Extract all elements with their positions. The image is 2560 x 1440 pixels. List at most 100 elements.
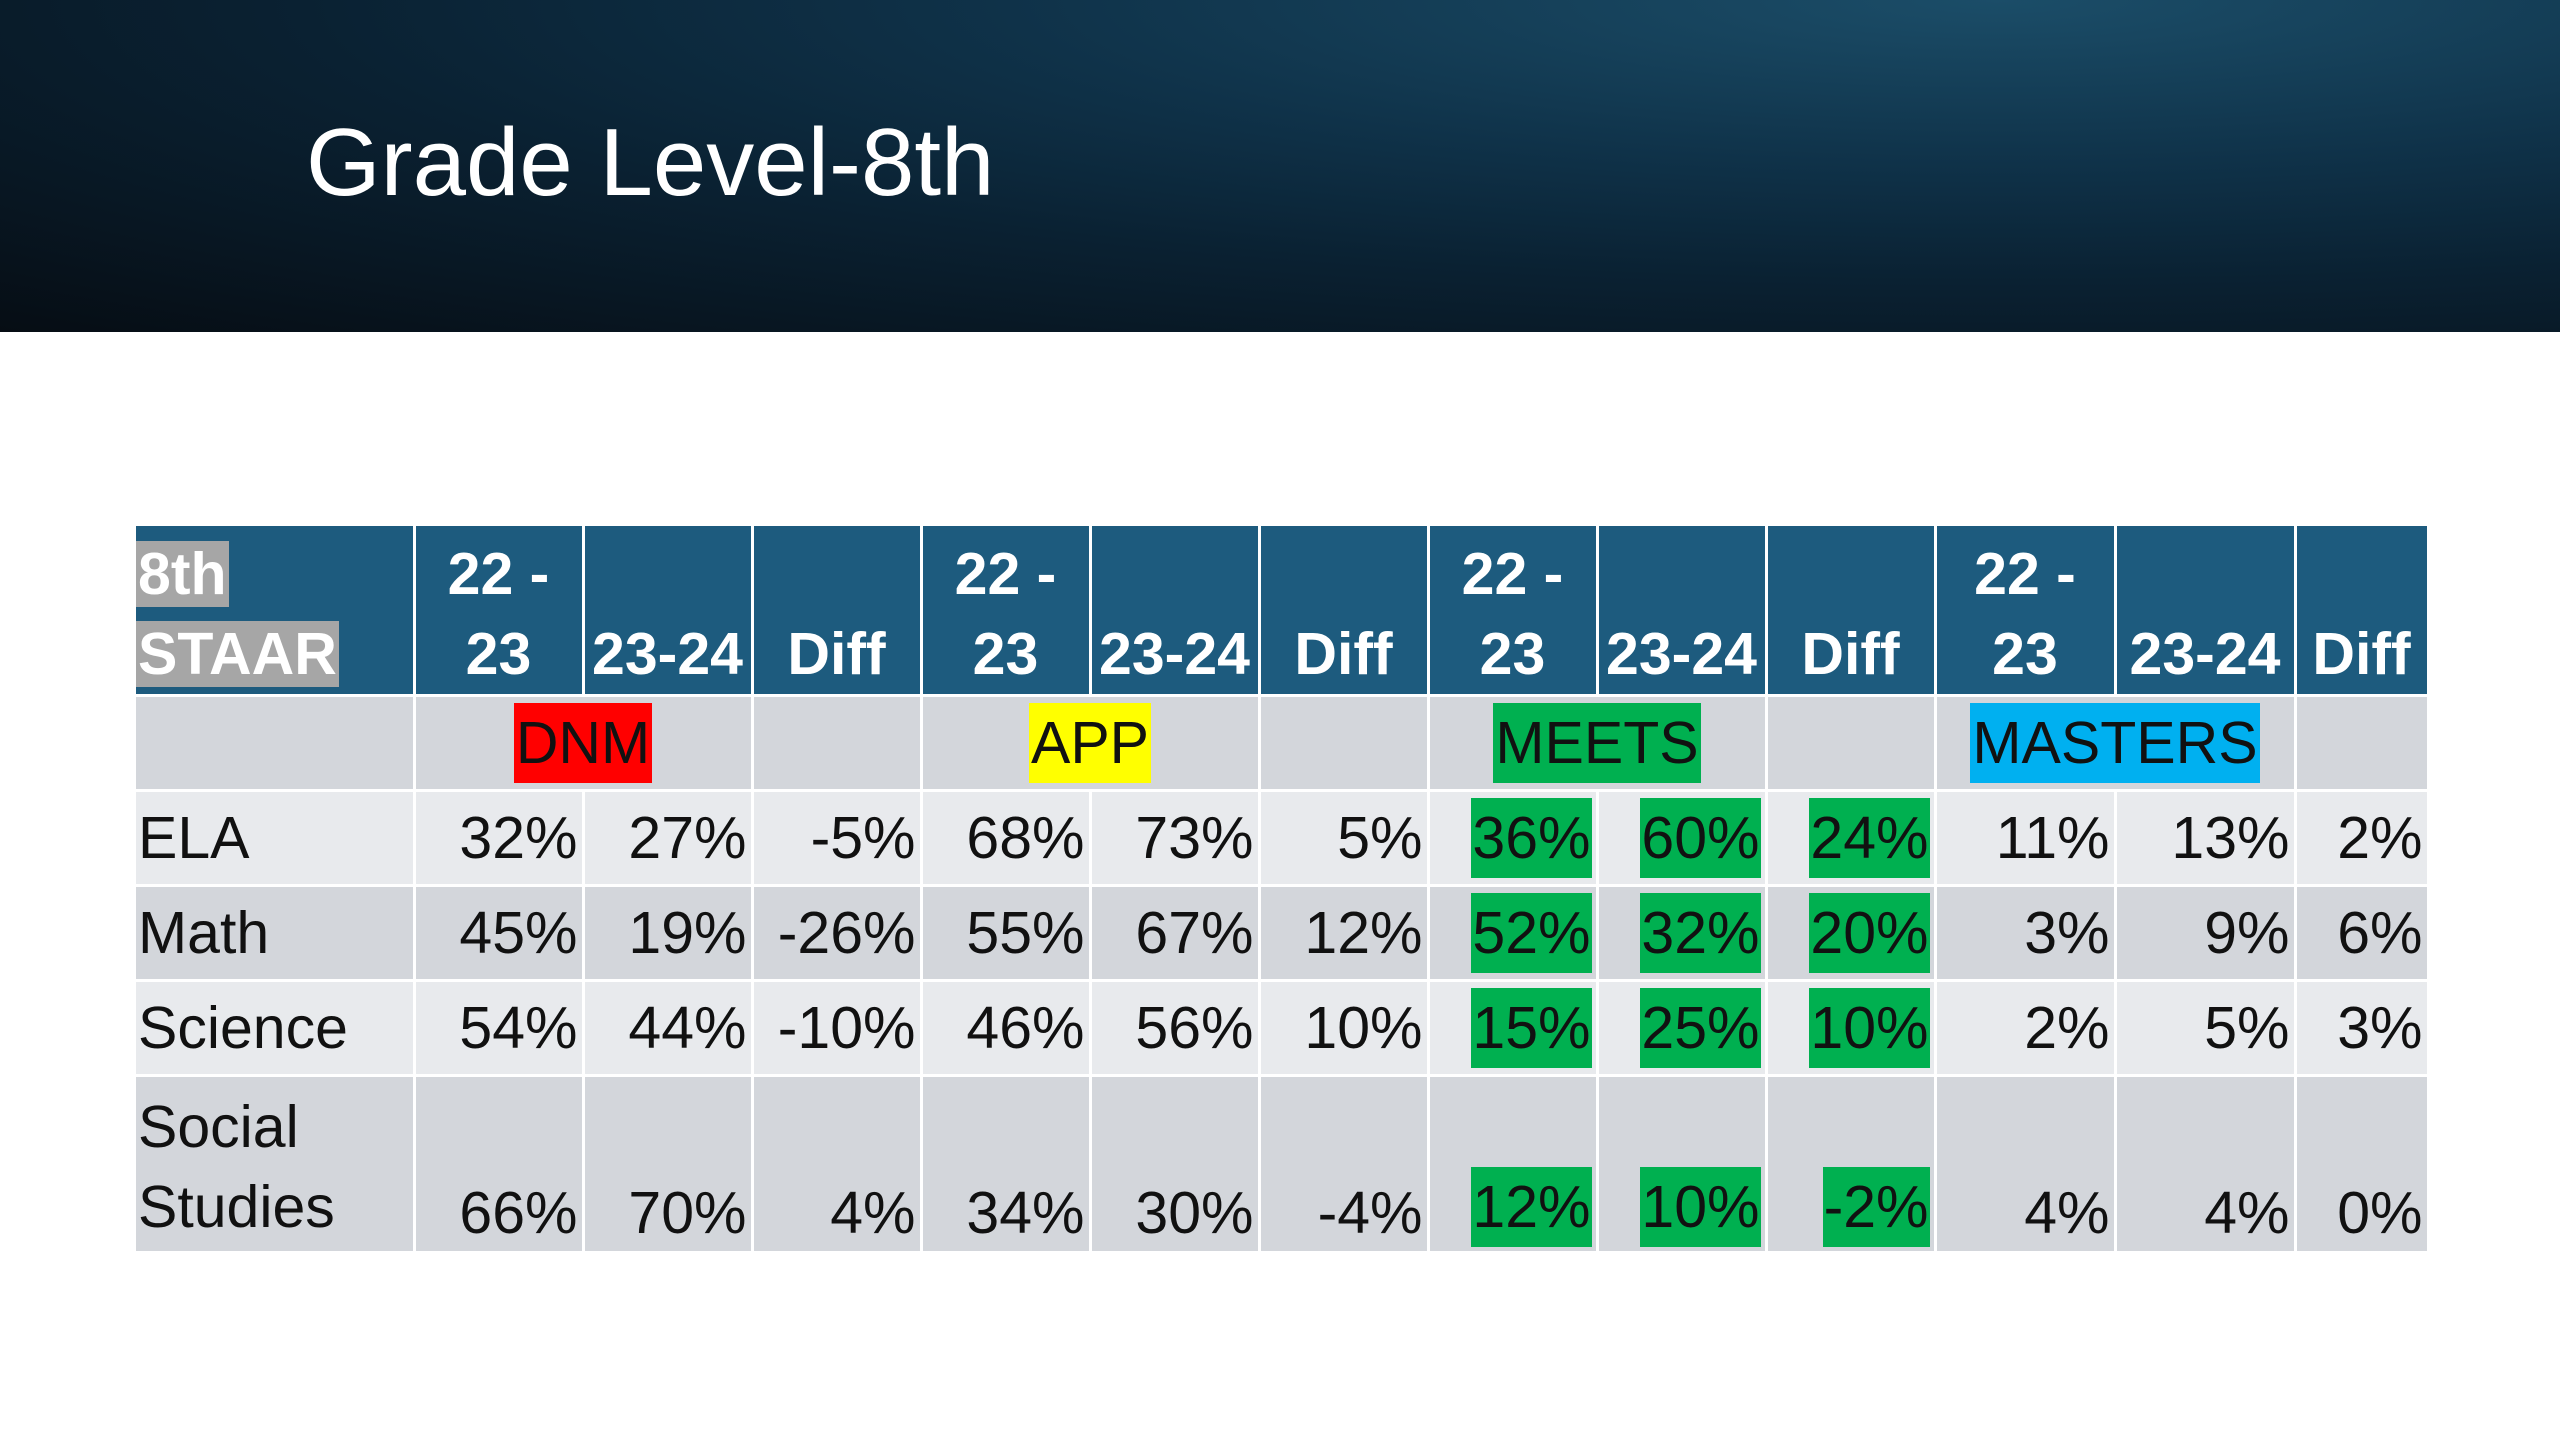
column-header: 23-24 <box>1090 526 1261 697</box>
subject-cell: Social Studies <box>136 1075 416 1254</box>
value-text: 25% <box>1640 988 1761 1068</box>
subject-label: Science <box>138 995 348 1061</box>
value-text: 44% <box>628 995 747 1061</box>
value-text: 11% <box>1995 805 2110 871</box>
corner-line-2: STAAR <box>136 621 339 687</box>
value-text: -26% <box>777 900 916 966</box>
value-cell: 3% <box>2295 980 2430 1077</box>
value-text: 4% <box>2024 1180 2110 1246</box>
value-text: 10% <box>1809 988 1930 1068</box>
value-text: 66% <box>459 1180 578 1246</box>
value-cell: 25% <box>1597 980 1768 1077</box>
level-label-masters: MASTERS <box>1970 703 2260 783</box>
value-text: 10% <box>1640 1167 1761 1247</box>
column-header: Diff <box>1766 526 1937 697</box>
value-cell: 56% <box>1090 980 1261 1077</box>
column-header: 23-24 <box>2115 526 2297 697</box>
value-text: 2% <box>2337 805 2423 871</box>
value-text: 45% <box>459 900 578 966</box>
value-cell: 4% <box>752 1075 923 1254</box>
value-cell: 32% <box>1597 885 1768 982</box>
value-cell: 5% <box>1259 790 1430 887</box>
value-text: -10% <box>777 995 916 1061</box>
value-cell: 32% <box>414 790 585 887</box>
value-cell: 10% <box>1597 1075 1768 1254</box>
column-header: 23-24 <box>583 526 754 697</box>
value-cell: -5% <box>752 790 923 887</box>
level-masters-cell: MASTERS <box>1935 695 2297 792</box>
value-text: 24% <box>1809 798 1930 878</box>
value-cell: 5% <box>2115 980 2297 1077</box>
value-text: 3% <box>2024 900 2110 966</box>
value-cell: 27% <box>583 790 754 887</box>
value-cell: 55% <box>921 885 1092 982</box>
value-cell: 66% <box>414 1075 585 1254</box>
value-cell: 4% <box>1935 1075 2117 1254</box>
value-text: -4% <box>1317 1180 1423 1246</box>
value-text: 0% <box>2337 1180 2423 1246</box>
value-cell: 10% <box>1259 980 1430 1077</box>
value-cell: 4% <box>2115 1075 2297 1254</box>
value-text: 12% <box>1471 1167 1592 1247</box>
value-text: 27% <box>628 805 747 871</box>
value-text: 54% <box>459 995 578 1061</box>
value-text: 73% <box>1135 805 1254 871</box>
value-text: 2% <box>2024 995 2110 1061</box>
value-cell: 34% <box>921 1075 1092 1254</box>
value-text: 70% <box>628 1180 747 1246</box>
value-cell: 45% <box>414 885 585 982</box>
column-header: 22 -23 <box>1935 526 2117 697</box>
value-text: 5% <box>1337 805 1423 871</box>
value-cell: 60% <box>1597 790 1768 887</box>
value-text: 60% <box>1640 798 1761 878</box>
value-text: 19% <box>628 900 747 966</box>
level-dnm-cell: DNM <box>414 695 754 792</box>
performance-level-row: DNM APP MEETS MASTERS <box>136 695 2430 792</box>
value-text: 46% <box>966 995 1085 1061</box>
value-text: 32% <box>1640 893 1761 973</box>
level-app-cell: APP <box>921 695 1261 792</box>
value-text: 12% <box>1304 900 1423 966</box>
value-cell: 68% <box>921 790 1092 887</box>
value-text: 55% <box>966 900 1085 966</box>
value-cell: -4% <box>1259 1075 1430 1254</box>
value-text: 52% <box>1471 893 1592 973</box>
value-text: 5% <box>2204 995 2290 1061</box>
value-cell: 52% <box>1428 885 1599 982</box>
value-text: 36% <box>1471 798 1592 878</box>
value-text: 30% <box>1135 1180 1254 1246</box>
value-cell: 54% <box>414 980 585 1077</box>
value-cell: 2% <box>1935 980 2117 1077</box>
value-cell: 3% <box>1935 885 2117 982</box>
column-header: 23-24 <box>1597 526 1768 697</box>
value-cell: 73% <box>1090 790 1261 887</box>
subject-label: Studies <box>138 1174 335 1240</box>
value-text: 68% <box>966 805 1085 871</box>
value-cell: 15% <box>1428 980 1599 1077</box>
staar-results-table: 8th STAAR 22 -23 23-24 Diff 22 -23 23-24… <box>136 526 2430 1254</box>
header-row: 8th STAAR 22 -23 23-24 Diff 22 -23 23-24… <box>136 526 2430 697</box>
value-cell: -26% <box>752 885 923 982</box>
value-cell: 67% <box>1090 885 1261 982</box>
value-cell: 13% <box>2115 790 2297 887</box>
subject-cell: Math <box>136 885 416 982</box>
value-text: 4% <box>2204 1180 2290 1246</box>
value-cell: 2% <box>2295 790 2430 887</box>
value-cell: 0% <box>2295 1075 2430 1254</box>
value-text: 6% <box>2337 900 2423 966</box>
value-cell: 12% <box>1259 885 1430 982</box>
value-cell: 36% <box>1428 790 1599 887</box>
table-row: Science 54% 44% -10% 46% 56% 10% 15% 25% 10% 2% 5% 3… <box>136 980 2430 1077</box>
level-meets-cell: MEETS <box>1428 695 1768 792</box>
column-header: Diff <box>1259 526 1430 697</box>
subject-label: ELA <box>138 805 250 871</box>
value-text: 56% <box>1135 995 1254 1061</box>
value-text: 32% <box>459 805 578 871</box>
value-cell: -2% <box>1766 1075 1937 1254</box>
value-text: 10% <box>1304 995 1423 1061</box>
value-cell: 70% <box>583 1075 754 1254</box>
column-header: 22 -23 <box>1428 526 1599 697</box>
value-text: 67% <box>1135 900 1254 966</box>
title-banner <box>0 0 2560 332</box>
value-cell: 20% <box>1766 885 1937 982</box>
